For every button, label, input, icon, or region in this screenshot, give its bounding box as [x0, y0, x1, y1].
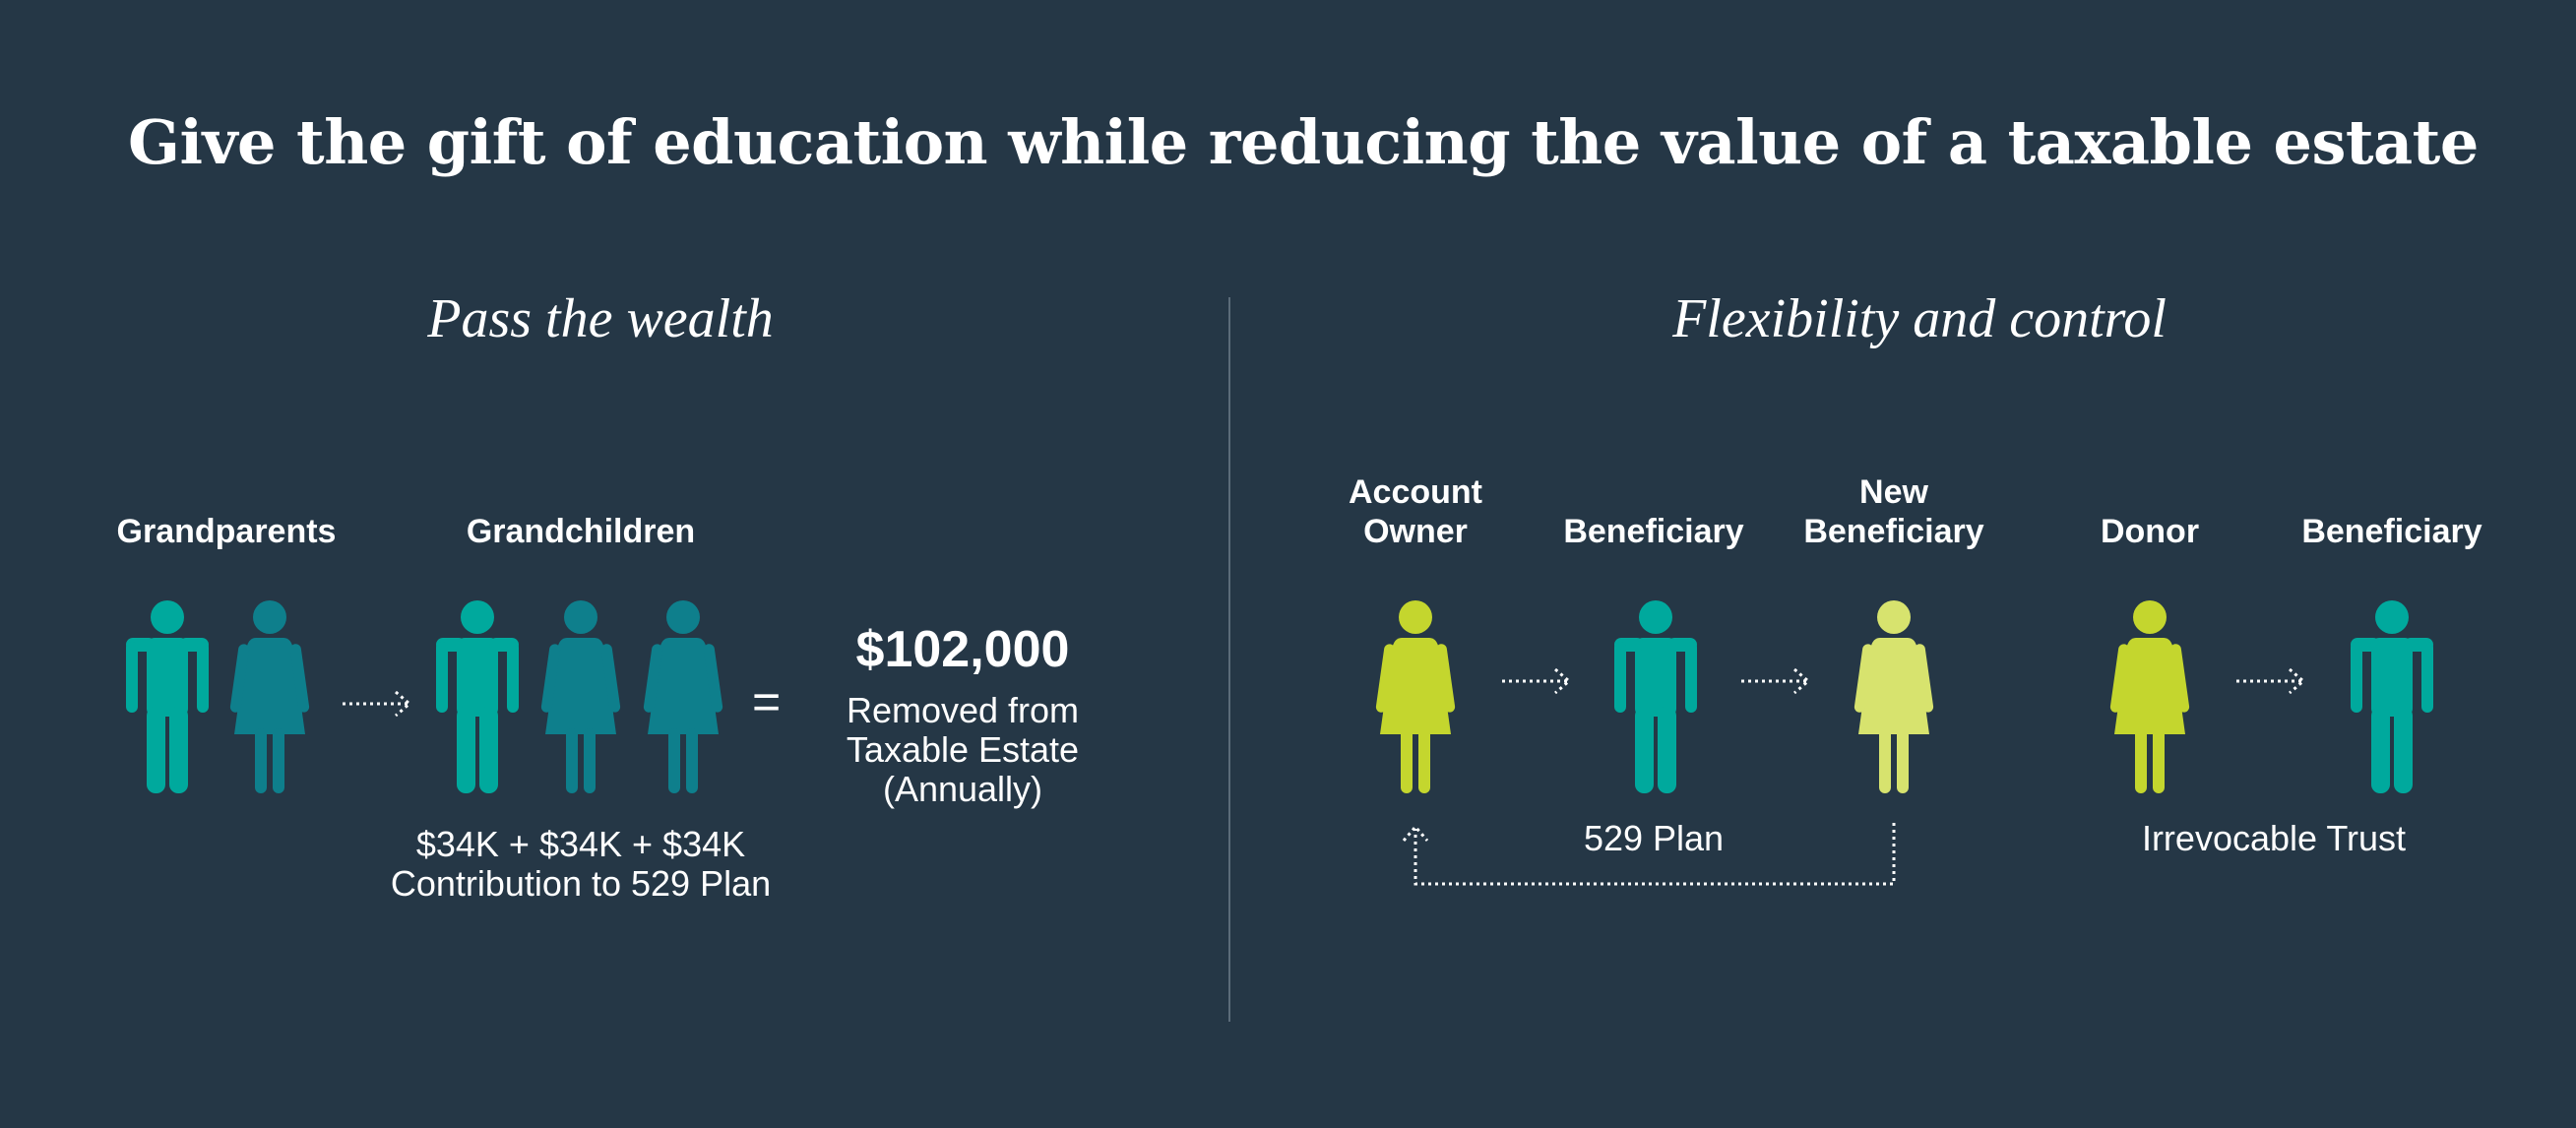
grandfather-male-figure-icon: [126, 600, 209, 793]
new-beneficiary-label: New Beneficiary: [1776, 472, 2012, 551]
irrevocable-trust-caption: Irrevocable Trust: [2141, 818, 2407, 858]
grandmother-female-figure-icon: [228, 600, 311, 793]
page-title: Give the gift of education while reducin…: [128, 106, 2479, 178]
donor-female-figure-icon: [2108, 600, 2191, 793]
new-beneficiary-label-line: Beneficiary: [1803, 513, 1984, 550]
account-owner-label-line: Account: [1349, 473, 1482, 511]
beneficiary-male-figure-icon: [1614, 600, 1697, 793]
pass-the-wealth-heading: Pass the wealth: [427, 288, 774, 349]
contribution-amounts: $34K + $34K + $34K: [415, 824, 746, 864]
new-beneficiary-female-figure-icon: [1853, 600, 1935, 793]
dotted-arrow-right-icon: [1500, 666, 1573, 696]
contribution-description: Contribution to 529 Plan: [390, 863, 772, 904]
amount-description-line: (Annually): [882, 769, 1043, 809]
equals-sign: =: [752, 674, 782, 729]
amount-description-line: Taxable Estate: [846, 729, 1080, 770]
dotted-arrow-right-icon: [1739, 666, 1812, 696]
trust-beneficiary-male-figure-icon: [2351, 600, 2433, 793]
grandchild-female-figure-icon: [539, 600, 622, 793]
donor-label: Donor: [2100, 513, 2200, 550]
section-divider: [1228, 297, 1230, 1022]
plan-529-caption: 529 Plan: [1583, 818, 1725, 858]
contribution-caption: $34K + $34K + $34K Contribution to 529 P…: [374, 825, 787, 904]
dotted-arrow-right-icon: [341, 689, 413, 719]
flexibility-and-control-heading: Flexibility and control: [1672, 288, 2167, 349]
new-beneficiary-label-line: New: [1859, 473, 1928, 511]
grandparents-label: Grandparents: [116, 513, 337, 550]
grandchild-male-figure-icon: [436, 600, 519, 793]
beneficiary-label: Beneficiary: [1563, 513, 1744, 550]
amount-removed: $102,000: [855, 621, 1070, 678]
trust-beneficiary-label: Beneficiary: [2301, 513, 2482, 550]
amount-description: Removed from Taxable Estate (Annually): [817, 691, 1108, 809]
grandchildren-label: Grandchildren: [466, 513, 696, 550]
account-owner-female-figure-icon: [1374, 600, 1457, 793]
amount-description-line: Removed from: [846, 690, 1080, 730]
grandchild-female-figure-icon: [642, 600, 724, 793]
dotted-arrow-right-icon: [2234, 666, 2307, 696]
account-owner-label: Account Owner: [1297, 472, 1534, 551]
account-owner-label-line: Owner: [1363, 513, 1468, 550]
dotted-return-arrow-icon: [1402, 823, 1896, 886]
